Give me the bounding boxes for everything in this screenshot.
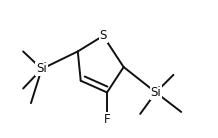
Text: Si: Si — [36, 63, 47, 75]
Text: Si: Si — [150, 86, 161, 99]
Text: F: F — [104, 113, 110, 126]
Text: S: S — [99, 29, 107, 42]
